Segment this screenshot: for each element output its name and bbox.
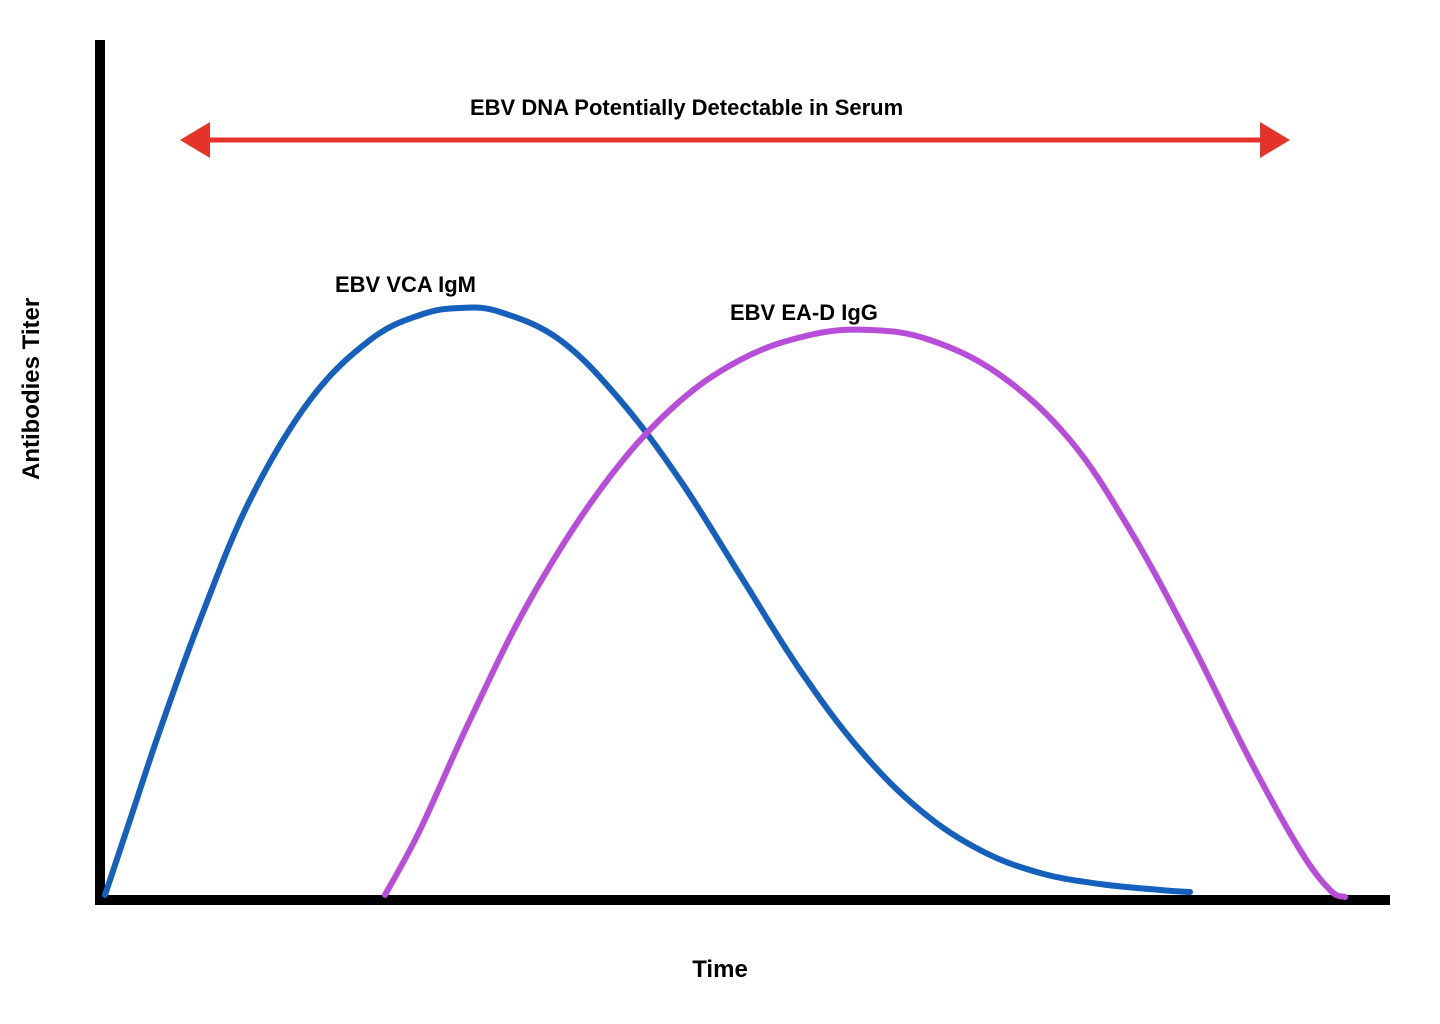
chart-svg <box>0 0 1440 1024</box>
curve-1 <box>385 330 1345 897</box>
chart-container: Antibodies Titer Time EBV DNA Potentiall… <box>0 0 1440 1024</box>
curve-label-igm: EBV VCA IgM <box>335 272 476 298</box>
x-axis-label: Time <box>0 956 1440 984</box>
top-annotation-text: EBV DNA Potentially Detectable in Serum <box>470 95 903 121</box>
top-annotation-arrow <box>180 122 1290 158</box>
y-axis-label: Antibodies Titer <box>18 298 46 480</box>
curve-label-igg: EBV EA-D IgG <box>730 300 878 326</box>
